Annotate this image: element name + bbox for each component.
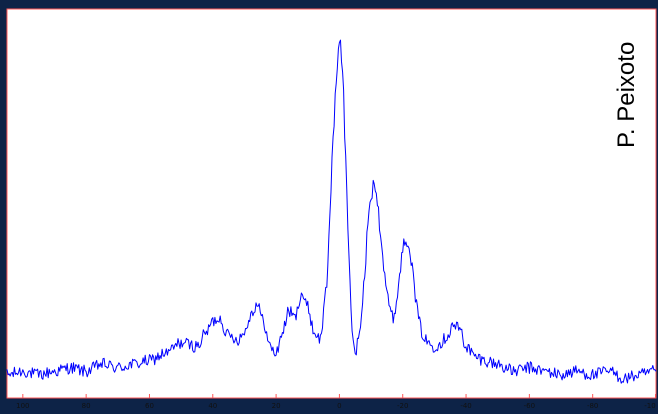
x-tick-label: 60 [145, 402, 154, 410]
x-tick-label: -60 [524, 402, 535, 410]
x-tick-label: 20 [272, 402, 281, 410]
author-annotation: P. Peixoto [613, 42, 640, 148]
x-tick-label: -20 [397, 402, 408, 410]
x-tick-label: 40 [208, 402, 217, 410]
plot-background [6, 8, 657, 399]
x-tick-label: -40 [460, 402, 471, 410]
x-tick-label: 0 [337, 402, 341, 410]
series-lines [6, 39, 657, 384]
x-tick-labels: 100 80 60 40 20 0 -20 -40 -60 -80 -10 [16, 402, 656, 410]
x-tick-label: 80 [82, 402, 91, 410]
x-tick-label: -80 [587, 402, 598, 410]
x-tick-label: 100 [16, 402, 29, 410]
x-ticks [22, 394, 656, 398]
series-line [6, 39, 657, 384]
x-tick-label: -10 [644, 402, 655, 410]
